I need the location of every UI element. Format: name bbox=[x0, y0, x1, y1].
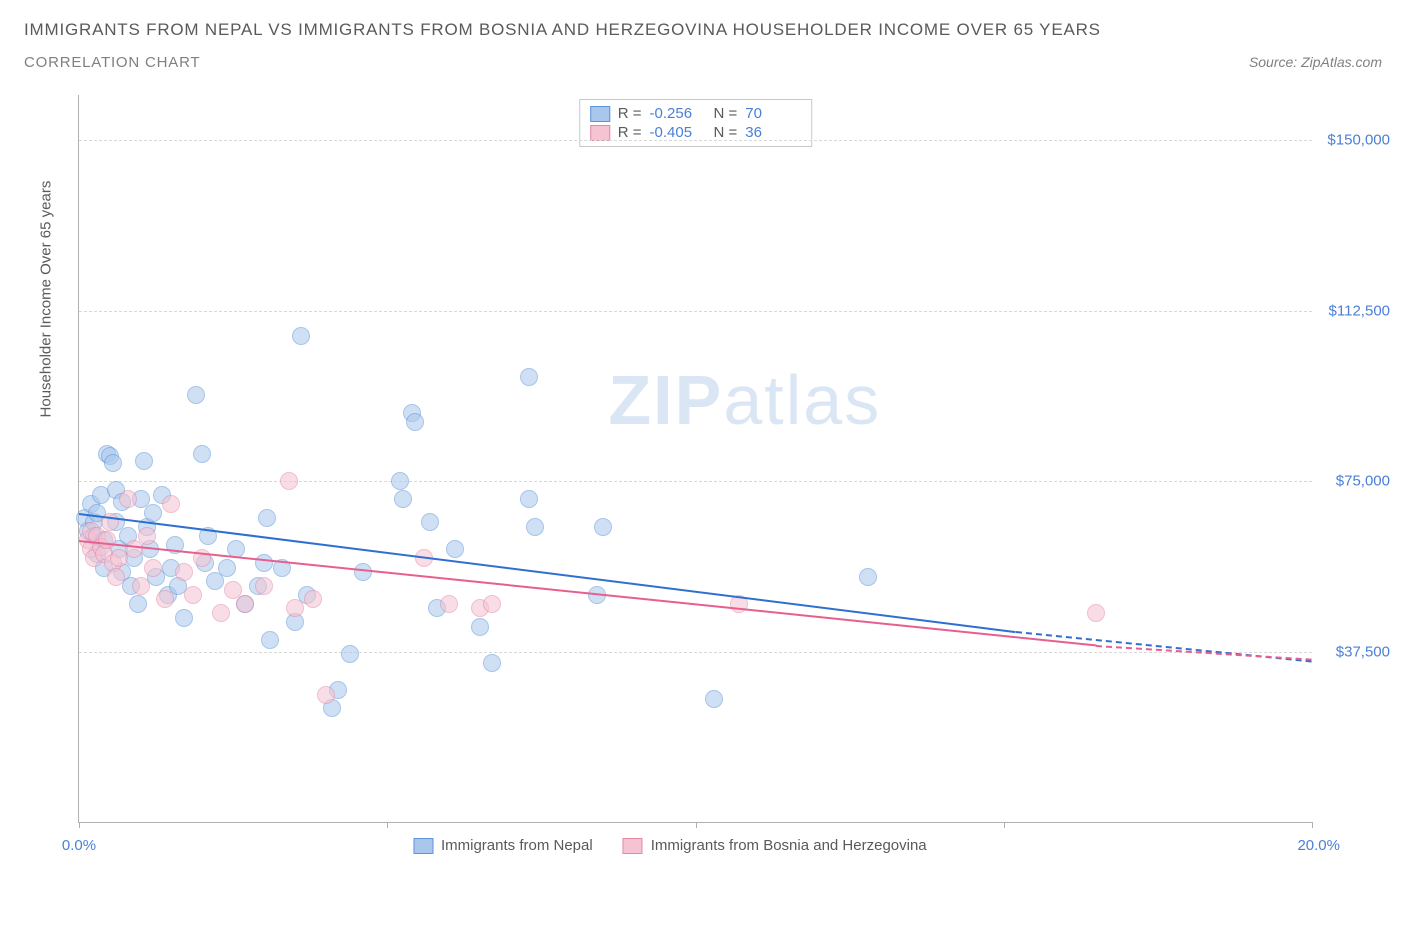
data-point-nepal bbox=[859, 568, 877, 586]
legend-swatch bbox=[590, 106, 610, 122]
data-point-bosnia bbox=[119, 490, 137, 508]
data-point-bosnia bbox=[162, 495, 180, 513]
gridline bbox=[79, 652, 1312, 653]
watermark: ZIPatlas bbox=[608, 360, 881, 440]
data-point-bosnia bbox=[144, 559, 162, 577]
data-point-bosnia bbox=[107, 568, 125, 586]
data-point-bosnia bbox=[286, 599, 304, 617]
data-point-nepal bbox=[175, 609, 193, 627]
data-point-nepal bbox=[104, 454, 122, 472]
data-point-nepal bbox=[705, 690, 723, 708]
data-point-bosnia bbox=[212, 604, 230, 622]
x-tick bbox=[696, 822, 697, 828]
data-point-bosnia bbox=[236, 595, 254, 613]
data-point-nepal bbox=[594, 518, 612, 536]
data-point-nepal bbox=[144, 504, 162, 522]
data-point-nepal bbox=[406, 413, 424, 431]
data-point-bosnia bbox=[483, 595, 501, 613]
data-point-nepal bbox=[391, 472, 409, 490]
x-tick bbox=[79, 822, 80, 828]
x-tick bbox=[387, 822, 388, 828]
data-point-bosnia bbox=[175, 563, 193, 581]
stats-row-bosnia: R = -0.405 N = 36 bbox=[590, 123, 802, 142]
stats-row-nepal: R = -0.256 N = 70 bbox=[590, 104, 802, 123]
data-point-bosnia bbox=[184, 586, 202, 604]
r-value: -0.256 bbox=[650, 105, 706, 122]
legend-swatch bbox=[413, 838, 433, 854]
data-point-nepal bbox=[421, 513, 439, 531]
data-point-bosnia bbox=[138, 527, 156, 545]
data-point-nepal bbox=[354, 563, 372, 581]
data-point-bosnia bbox=[440, 595, 458, 613]
data-point-nepal bbox=[258, 509, 276, 527]
data-point-bosnia bbox=[304, 590, 322, 608]
data-point-bosnia bbox=[132, 577, 150, 595]
gridline bbox=[79, 140, 1312, 141]
data-point-bosnia bbox=[156, 590, 174, 608]
plot-region: ZIPatlas R =-0.256N =70R =-0.405N =36 Im… bbox=[78, 95, 1312, 823]
chart-subtitle: CORRELATION CHART bbox=[24, 54, 200, 71]
source-label: Source: ZipAtlas.com bbox=[1249, 54, 1382, 70]
x-tick-label: 0.0% bbox=[62, 837, 96, 854]
data-point-nepal bbox=[135, 452, 153, 470]
data-point-bosnia bbox=[317, 686, 335, 704]
r-label: R = bbox=[618, 124, 642, 141]
data-point-nepal bbox=[520, 368, 538, 386]
data-point-nepal bbox=[261, 631, 279, 649]
gridline bbox=[79, 311, 1312, 312]
y-tick-label: $75,000 bbox=[1320, 473, 1390, 490]
data-point-bosnia bbox=[255, 577, 273, 595]
data-point-nepal bbox=[187, 386, 205, 404]
x-tick-label: 20.0% bbox=[1297, 837, 1340, 854]
data-point-nepal bbox=[446, 540, 464, 558]
data-point-nepal bbox=[255, 554, 273, 572]
data-point-nepal bbox=[394, 490, 412, 508]
legend-swatch bbox=[590, 125, 610, 141]
data-point-bosnia bbox=[280, 472, 298, 490]
r-label: R = bbox=[618, 105, 642, 122]
chart-area: Householder Income Over 65 years ZIPatla… bbox=[50, 95, 1380, 865]
data-point-nepal bbox=[471, 618, 489, 636]
data-point-nepal bbox=[218, 559, 236, 577]
legend-item-nepal: Immigrants from Nepal bbox=[413, 837, 593, 854]
data-point-nepal bbox=[341, 645, 359, 663]
data-point-nepal bbox=[193, 445, 211, 463]
gridline bbox=[79, 481, 1312, 482]
legend-item-bosnia: Immigrants from Bosnia and Herzegovina bbox=[623, 837, 927, 854]
chart-title: IMMIGRANTS FROM NEPAL VS IMMIGRANTS FROM… bbox=[24, 20, 1382, 40]
data-point-nepal bbox=[520, 490, 538, 508]
regression-line bbox=[1016, 631, 1312, 663]
n-label: N = bbox=[714, 105, 738, 122]
r-value: -0.405 bbox=[650, 124, 706, 141]
n-label: N = bbox=[714, 124, 738, 141]
legend-swatch bbox=[623, 838, 643, 854]
legend-label: Immigrants from Nepal bbox=[441, 837, 593, 854]
y-tick-label: $112,500 bbox=[1320, 302, 1390, 319]
y-tick-label: $37,500 bbox=[1320, 643, 1390, 660]
data-point-bosnia bbox=[98, 531, 116, 549]
y-axis-title: Householder Income Over 65 years bbox=[38, 181, 55, 418]
data-point-nepal bbox=[129, 595, 147, 613]
n-value: 36 bbox=[745, 124, 801, 141]
x-tick bbox=[1312, 822, 1313, 828]
data-point-nepal bbox=[483, 654, 501, 672]
data-point-nepal bbox=[292, 327, 310, 345]
data-point-bosnia bbox=[1087, 604, 1105, 622]
x-tick bbox=[1004, 822, 1005, 828]
n-value: 70 bbox=[745, 105, 801, 122]
y-tick-label: $150,000 bbox=[1320, 132, 1390, 149]
data-point-nepal bbox=[526, 518, 544, 536]
bottom-legend: Immigrants from Nepal Immigrants from Bos… bbox=[413, 837, 927, 854]
legend-label: Immigrants from Bosnia and Herzegovina bbox=[651, 837, 927, 854]
